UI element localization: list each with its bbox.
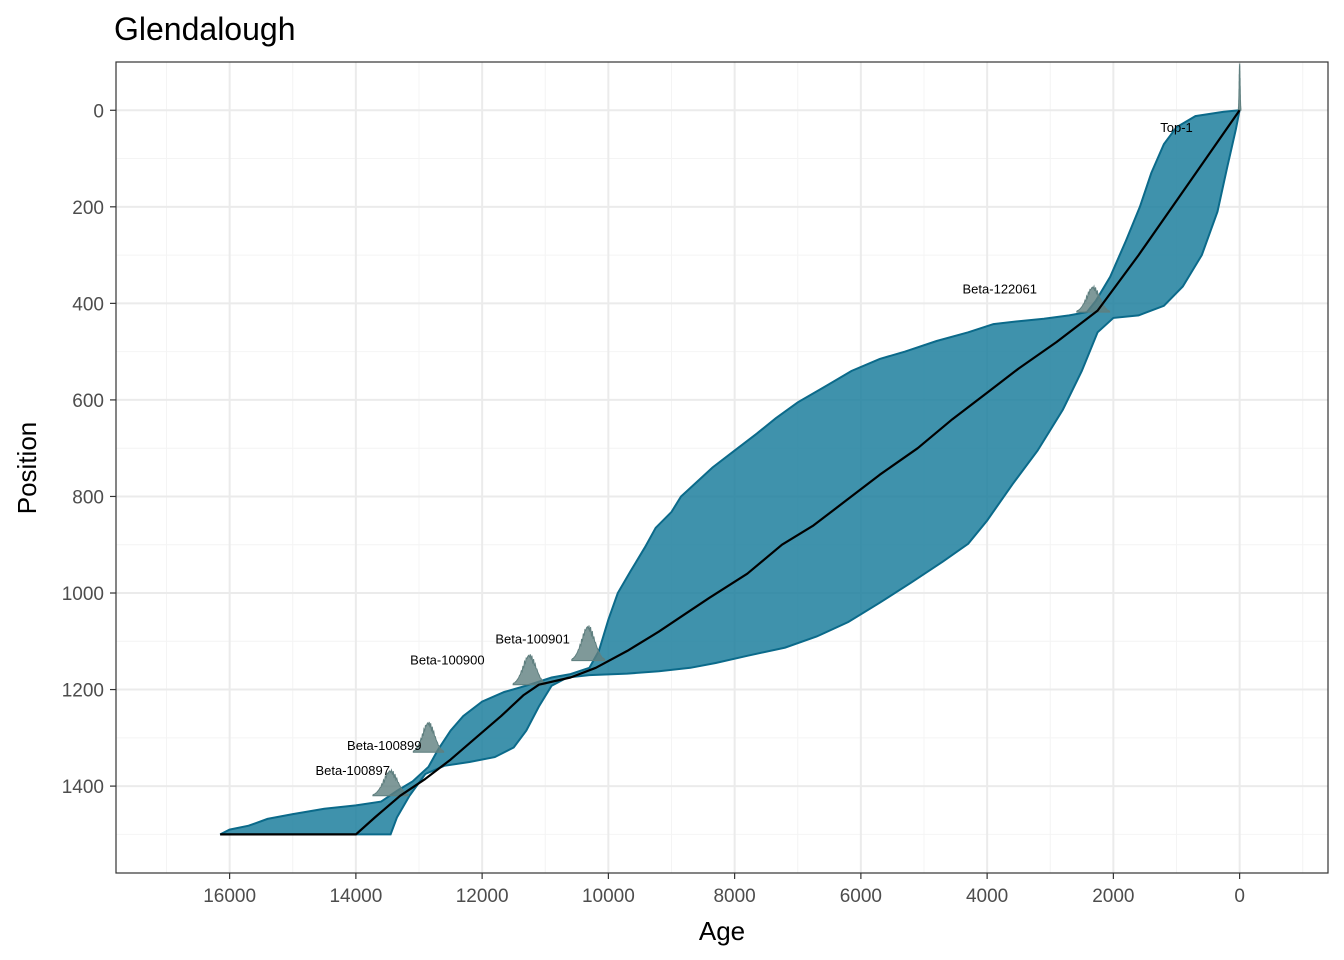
x-tick-label: 2000 [1092,886,1134,907]
y-tick-label: 600 [72,391,104,412]
x-axis: 16000 14000 12000 10000 8000 6000 4000 2000 0 [203,873,1245,907]
y-axis: 0 200 400 600 800 1000 1200 1400 [62,101,116,798]
y-tick-label: 400 [72,294,104,315]
x-tick-label: 4000 [966,886,1008,907]
y-tick-label: 0 [93,101,104,122]
date-density [1237,63,1242,111]
date-label: Beta-100900 [410,652,484,667]
x-tick-label: 10000 [582,886,635,907]
y-tick-label: 200 [72,198,104,219]
date-labels: Top-1 Beta-122061 Beta-100901 Beta-100900 Be… [315,120,1192,778]
date-density [512,654,547,686]
date-label: Beta-100901 [495,632,569,647]
date-label: Beta-100899 [347,738,421,753]
date-label: Beta-100897 [315,763,389,778]
x-axis-title: Age [699,916,745,946]
panel-border [115,61,1329,874]
x-tick-label: 12000 [456,886,509,907]
x-tick-label: 14000 [329,886,382,907]
chart-title: Glendalough [114,11,295,47]
y-axis-title: Position [12,422,42,515]
y-tick-label: 800 [72,487,104,508]
date-label: Top-1 [1160,120,1193,135]
x-tick-label: 0 [1234,886,1245,907]
date-density [412,721,445,753]
median-line [220,109,1241,836]
x-tick-label: 8000 [713,886,755,907]
x-tick-label: 6000 [840,886,882,907]
date-density [571,625,606,662]
x-tick-label: 16000 [203,886,256,907]
credible-interval-band [219,109,1241,836]
y-tick-label: 1200 [62,681,104,702]
date-label: Beta-122061 [963,282,1037,297]
y-tick-label: 1400 [62,777,104,798]
credible-band-area [219,109,1241,836]
y-tick-label: 1000 [62,584,104,605]
median-age-line [220,109,1241,836]
